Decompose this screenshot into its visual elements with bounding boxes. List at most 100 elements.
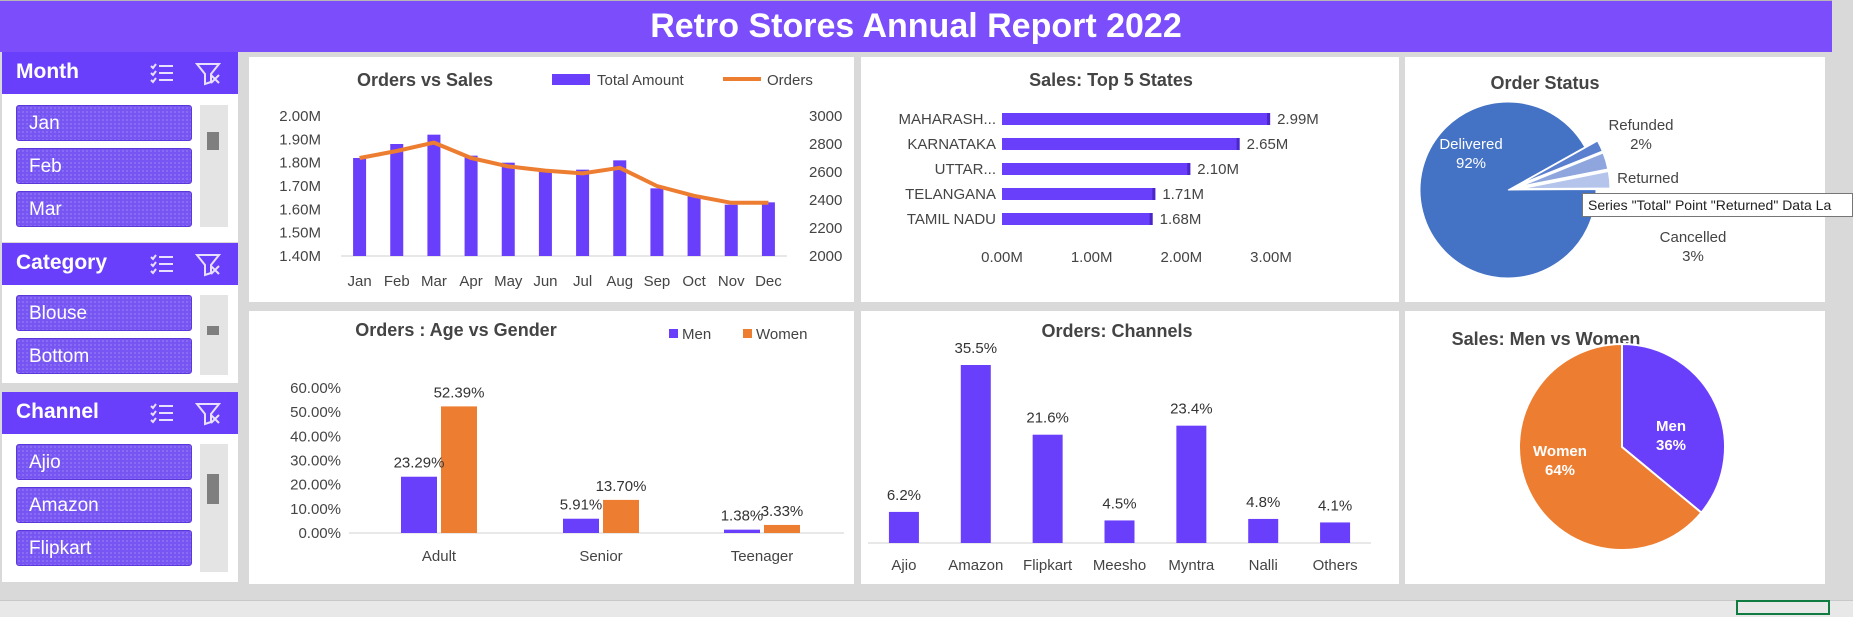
state-label: MAHARASH... [898, 111, 996, 128]
slicer-header: Month [2, 52, 238, 94]
pie-label: 2% [1630, 136, 1652, 153]
bar-men [401, 476, 437, 533]
bar-channel [888, 511, 919, 543]
data-label: 52.39% [434, 384, 485, 401]
y-tick-label: 10.00% [290, 501, 341, 518]
scroll-thumb[interactable] [207, 132, 219, 150]
data-label: 21.6% [1026, 410, 1069, 427]
slicer-channel: Channel Ajio Amazon Flipkart [2, 392, 238, 582]
chart-title: Order Status [1490, 73, 1599, 93]
chart-age-gender[interactable]: Orders : Age vs Gender Men Women 60.00% 50.0… [249, 311, 854, 584]
line-orders [359, 140, 769, 205]
y-tick-label: 1.40M [279, 248, 321, 265]
bar-state [1002, 213, 1153, 225]
slicer-scrollbar[interactable] [200, 105, 228, 227]
x-tick-label: Nalli [1249, 557, 1278, 574]
bar-state-edge [1236, 138, 1240, 150]
slicer-item-blouse[interactable]: Blouse [16, 295, 192, 331]
multi-select-icon[interactable] [148, 400, 176, 426]
bar-state-edge [1187, 163, 1191, 175]
age-gender-svg: Orders : Age vs Gender Men Women 60.00% 50.0… [290, 320, 844, 565]
slicer-item-flipkart[interactable]: Flipkart [16, 530, 192, 566]
slicer-category: Category Blouse Bottom [2, 243, 238, 383]
data-label: 6.2% [887, 487, 921, 504]
legend-swatch [552, 74, 590, 85]
chart-men-women[interactable]: Sales: Men vs Women Men 36% Women 64% [1405, 311, 1825, 584]
x-tick-label: Jun [533, 273, 557, 290]
chart-orders-vs-sales[interactable]: Orders vs Sales Total Amount Orders 2.00M 1.… [249, 57, 854, 302]
chart-top-states[interactable]: Sales: Top 5 States MAHARASH... 2.99M KARNA… [861, 57, 1399, 302]
slicer-item-ajio[interactable]: Ajio [16, 444, 192, 480]
state-label: UTTAR... [935, 161, 996, 178]
slicer-scrollbar[interactable] [200, 295, 228, 375]
slicer-item-jan[interactable]: Jan [16, 105, 192, 141]
data-label: 23.29% [394, 455, 445, 472]
scroll-thumb[interactable] [207, 326, 219, 335]
slicer-item-amazon[interactable]: Amazon [16, 487, 192, 523]
bar-total-amount [464, 155, 478, 256]
bar-channel [960, 365, 991, 543]
slicer-title: Channel [16, 400, 99, 423]
x-tick-label: Feb [384, 273, 410, 290]
bar-total-amount [650, 188, 664, 256]
chart-order-status[interactable]: Order Status Delivered 92% Refunded 2% Return… [1405, 57, 1825, 302]
y-tick-label: 1.60M [279, 201, 321, 218]
order-status-svg: Order Status Delivered 92% Refunded 2% Return… [1419, 73, 1727, 279]
bar-state [1002, 163, 1191, 175]
x-tick-label: Ajio [891, 557, 916, 574]
bar-men [724, 529, 760, 533]
pie-label: 64% [1545, 462, 1575, 479]
slicer-item-mar[interactable]: Mar [16, 191, 192, 227]
multi-select-icon[interactable] [148, 60, 176, 86]
x-tick-label: Others [1313, 557, 1358, 574]
y-tick-label: 50.00% [290, 404, 341, 421]
clear-filter-icon[interactable] [194, 251, 222, 277]
bar-total-amount [576, 169, 590, 256]
x-tick-label: Jul [573, 273, 592, 290]
data-label: 13.70% [596, 478, 647, 495]
legend-label: Total Amount [597, 72, 685, 89]
data-label: 2.65M [1247, 136, 1289, 153]
chart-title: Orders vs Sales [357, 70, 493, 90]
pie-label: Men [1656, 418, 1686, 435]
y-tick-label: 20.00% [290, 477, 341, 494]
pie-label: 92% [1456, 155, 1486, 172]
data-label: 4.5% [1102, 495, 1136, 512]
slicer-item-bottom[interactable]: Bottom [16, 338, 192, 374]
pie-label: Cancelled [1660, 229, 1727, 246]
pie-slice-women [1518, 342, 1703, 551]
chart-channels[interactable]: Orders: Channels 6.2% Ajio 35.5% Amazon 21.6%… [861, 311, 1399, 584]
bar-state-edge [1152, 188, 1156, 200]
bar-channel [1320, 522, 1351, 543]
slicer-scrollbar[interactable] [200, 444, 228, 572]
x-tick-label: Aug [606, 273, 633, 290]
x-tick-label: Sep [644, 273, 671, 290]
pie-slice-delivered [1419, 101, 1597, 279]
multi-select-icon[interactable] [148, 251, 176, 277]
x-tick-label: Meesho [1093, 557, 1146, 574]
x-tick-label: Amazon [948, 557, 1003, 574]
bar-total-amount [613, 160, 627, 256]
data-label: 4.1% [1318, 497, 1352, 514]
slicer-header: Channel [2, 392, 238, 434]
bar-women [441, 406, 477, 533]
y2-tick-label: 2400 [809, 192, 842, 209]
clear-filter-icon[interactable] [194, 400, 222, 426]
y-tick-label: 1.70M [279, 178, 321, 195]
y-tick-label: 30.00% [290, 453, 341, 470]
data-label: 2.99M [1277, 111, 1319, 128]
slicer-item-feb[interactable]: Feb [16, 148, 192, 184]
x-tick-label: Apr [459, 273, 482, 290]
pie-slice-cancelled [1521, 170, 1611, 190]
y-tick-label: 1.90M [279, 131, 321, 148]
bar-state-edge [1267, 113, 1271, 125]
chart-tooltip: Series "Total" Point "Returned" Data La [1582, 193, 1853, 217]
pie-slice-returned [1521, 152, 1609, 187]
clear-filter-icon[interactable] [194, 60, 222, 86]
legend-swatch [669, 329, 678, 338]
slicer-month: Month Jan Feb Mar [2, 52, 238, 242]
title-bar: Retro Stores Annual Report 2022 [0, 0, 1832, 52]
selected-cell[interactable] [1736, 600, 1830, 615]
scroll-thumb[interactable] [207, 474, 219, 504]
data-label: 1.38% [721, 508, 764, 525]
